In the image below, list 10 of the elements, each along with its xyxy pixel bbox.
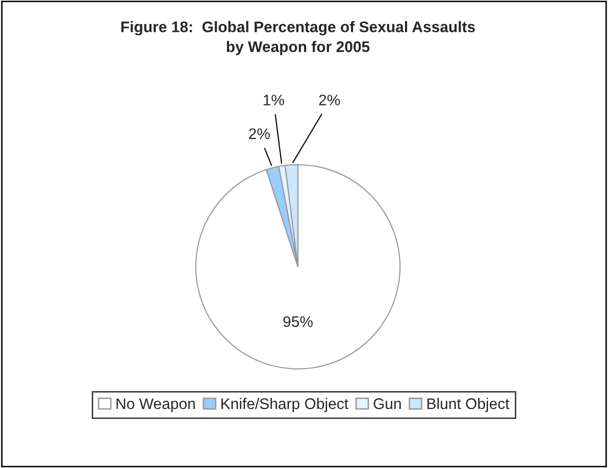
pie-slice — [195, 164, 401, 370]
chart-title: Figure 18: Global Percentage of Sexual Assaults by Weapon for 2005 — [121, 21, 475, 56]
data-label: 1% — [264, 94, 284, 106]
data-label: 2% — [319, 94, 340, 106]
legend-label: Blunt Object — [427, 398, 510, 412]
legend-label: No Weapon — [116, 398, 195, 412]
data-label: 2% — [249, 128, 270, 140]
legend-label: Knife/Sharp Object — [221, 398, 348, 412]
legend-label: Gun — [374, 398, 401, 410]
data-label: 95% — [283, 316, 313, 328]
